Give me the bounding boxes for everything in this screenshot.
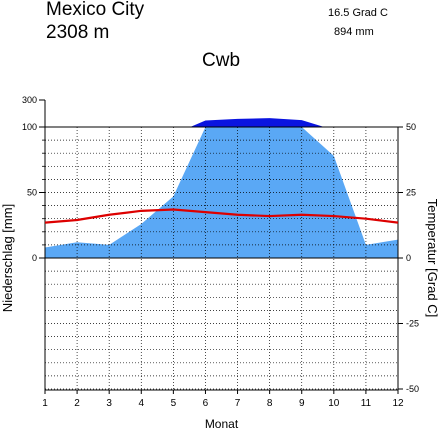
x-axis-title: Monat (205, 417, 239, 430)
humid-area (45, 127, 398, 258)
y-right-tick-label: 25 (406, 188, 416, 198)
precipitation-areas (45, 118, 398, 258)
x-tick-label: 2 (74, 398, 80, 409)
temperature-series (44, 208, 399, 224)
y-right-tick-label: 0 (406, 253, 411, 263)
y-right-tick-label: -25 (406, 319, 419, 329)
x-tick-label: 4 (138, 398, 144, 409)
mean-temperature: 16.5 Grad C (328, 7, 388, 19)
axis-labels: Monat Niederschlag [mm] Temperatur [Grad C… (0, 199, 439, 430)
climate-classification: Cwb (202, 50, 241, 71)
x-tick-label: 11 (361, 398, 372, 409)
annual-precipitation: 894 mm (334, 26, 374, 38)
x-tick-label: 3 (106, 398, 112, 409)
x-tick-label: 6 (203, 398, 209, 409)
y-left-tick-label: 50 (27, 188, 37, 198)
y-left-tick-label: 100 (22, 122, 37, 132)
station-elevation: 2308 m (46, 22, 110, 43)
y-right-tick-label: 50 (406, 122, 416, 132)
station-name: Mexico City (46, 0, 145, 20)
y-left-tick-label: 300 (22, 95, 37, 105)
y-left-axis-title: Niederschlag [mm] (0, 204, 15, 312)
y-right-tick-label: -50 (406, 384, 419, 394)
x-tick-label: 8 (267, 398, 273, 409)
x-tick-label: 1 (42, 398, 48, 409)
y-left-tick-label: 0 (32, 253, 37, 263)
grid-lines (44, 127, 399, 390)
x-tick-label: 5 (171, 398, 177, 409)
x-tick-label: 7 (235, 398, 241, 409)
x-tick-label: 12 (392, 398, 404, 409)
x-tick-label: 10 (328, 398, 340, 409)
y-right-axis-title: Temperatur [Grad C] (425, 199, 439, 318)
temperature-line (44, 208, 399, 224)
perhumid-area (190, 118, 325, 127)
x-tick-label: 9 (299, 398, 305, 409)
